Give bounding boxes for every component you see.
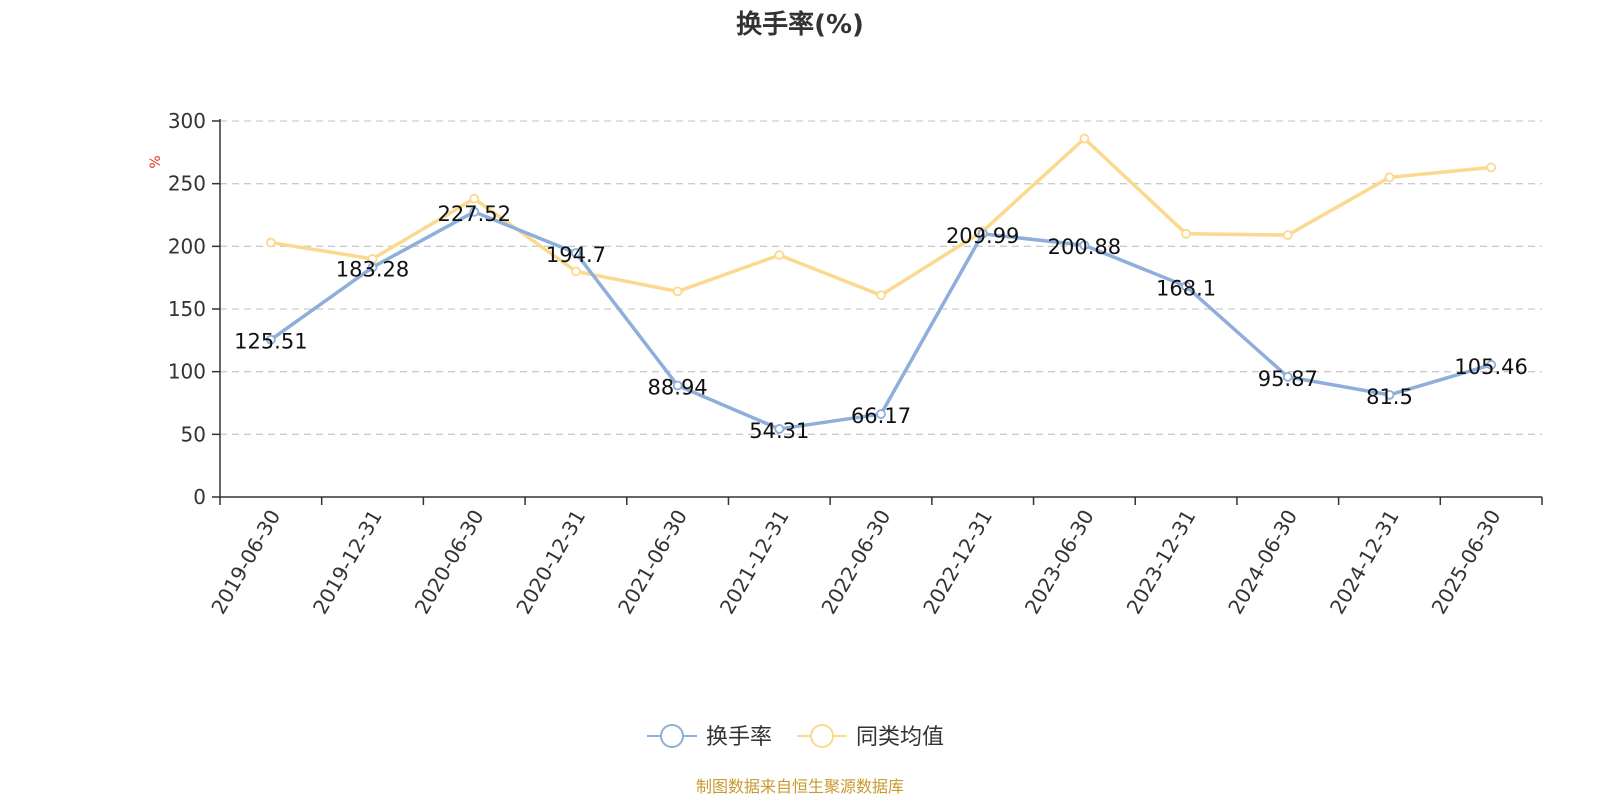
source-note: 制图数据来自恒生聚源数据库 (696, 777, 904, 796)
grid-lines (220, 120, 1542, 435)
data-point (774, 250, 785, 261)
data-label: 66.17 (851, 404, 911, 428)
data-point (1181, 281, 1191, 292)
x-tick-label: 2019-06-30 (206, 506, 285, 619)
data-point (1079, 240, 1090, 251)
y-axis-unit: % (148, 155, 164, 168)
chart-title: 换手率(%) (736, 9, 864, 40)
data-point (571, 248, 581, 258)
data-point (265, 334, 276, 345)
x-tick-label: 2025-06-30 (1427, 506, 1506, 619)
data-point (1282, 371, 1293, 382)
x-tick-label: 2023-12-31 (1122, 506, 1201, 619)
data-label: 125.51 (234, 330, 307, 354)
y-tick-label: 0 (193, 485, 206, 509)
data-point (469, 206, 480, 217)
data-point (774, 424, 785, 434)
x-tick-label: 2021-06-30 (613, 506, 692, 619)
legend-circle-icon (660, 724, 684, 748)
series-line-0 (269, 210, 1493, 431)
x-tick-label: 2021-12-31 (715, 506, 794, 619)
y-tick-label: 100 (168, 360, 206, 384)
data-label: 227.52 (437, 202, 510, 226)
data-point (469, 193, 480, 204)
axes: 0 50 100 150 200 250 300 2019-06-30 2019-12-31 20… (168, 109, 1543, 619)
data-point (1384, 172, 1395, 183)
data-point (672, 380, 683, 391)
data-label: 194.7 (546, 243, 606, 267)
legend-label: 换手率 (706, 725, 772, 750)
data-point (672, 286, 683, 297)
x-tick-label: 2020-06-30 (410, 506, 489, 619)
data-label: 200.88 (1048, 235, 1121, 259)
x-tick-label: 2019-12-31 (308, 506, 387, 619)
data-point (1384, 389, 1395, 400)
legend-circle-icon (810, 724, 834, 748)
data-point (1486, 359, 1497, 370)
data-label: 88.94 (648, 376, 708, 400)
data-label: 168.1 (1156, 276, 1216, 300)
data-label: 81.5 (1366, 385, 1413, 409)
data-point (977, 228, 988, 239)
x-tick-label: 2022-12-31 (918, 506, 997, 619)
legend[interactable]: 换手率 同类均值 (647, 724, 944, 750)
x-tick-label: 2024-12-31 (1325, 506, 1404, 619)
data-label: 209.99 (946, 224, 1019, 248)
data-point (1486, 162, 1497, 173)
x-tick-label: 2023-06-30 (1020, 506, 1099, 619)
y-tick-label: 200 (168, 234, 206, 258)
data-label: 54.31 (749, 419, 809, 443)
data-label: 183.28 (336, 257, 409, 281)
data-point (571, 266, 581, 277)
data-point (1079, 133, 1090, 144)
data-label: 95.87 (1258, 367, 1318, 391)
y-tick-label: 300 (168, 109, 206, 133)
x-tick-label: 2020-12-31 (511, 506, 590, 619)
y-tick-label: 250 (168, 172, 206, 196)
legend-item-0[interactable]: 换手率 (647, 724, 772, 750)
data-point (265, 237, 276, 248)
data-point (367, 262, 378, 273)
data-point (876, 409, 886, 419)
x-tick-label: 2024-06-30 (1223, 506, 1302, 619)
data-label: 105.46 (1454, 355, 1527, 379)
legend-label: 同类均值 (856, 725, 944, 750)
legend-item-1[interactable]: 同类均值 (797, 724, 944, 750)
data-point (1181, 228, 1191, 239)
series-lines (265, 133, 1497, 434)
y-tick-label: 150 (168, 297, 206, 321)
data-point (876, 290, 886, 301)
y-tick-label: 50 (181, 422, 206, 446)
data-labels: 125.51 183.28 227.52 194.7 88.94 54.31 66.17 20… (234, 202, 1528, 443)
x-tick-label: 2022-06-30 (816, 506, 895, 619)
data-point (1282, 230, 1293, 240)
